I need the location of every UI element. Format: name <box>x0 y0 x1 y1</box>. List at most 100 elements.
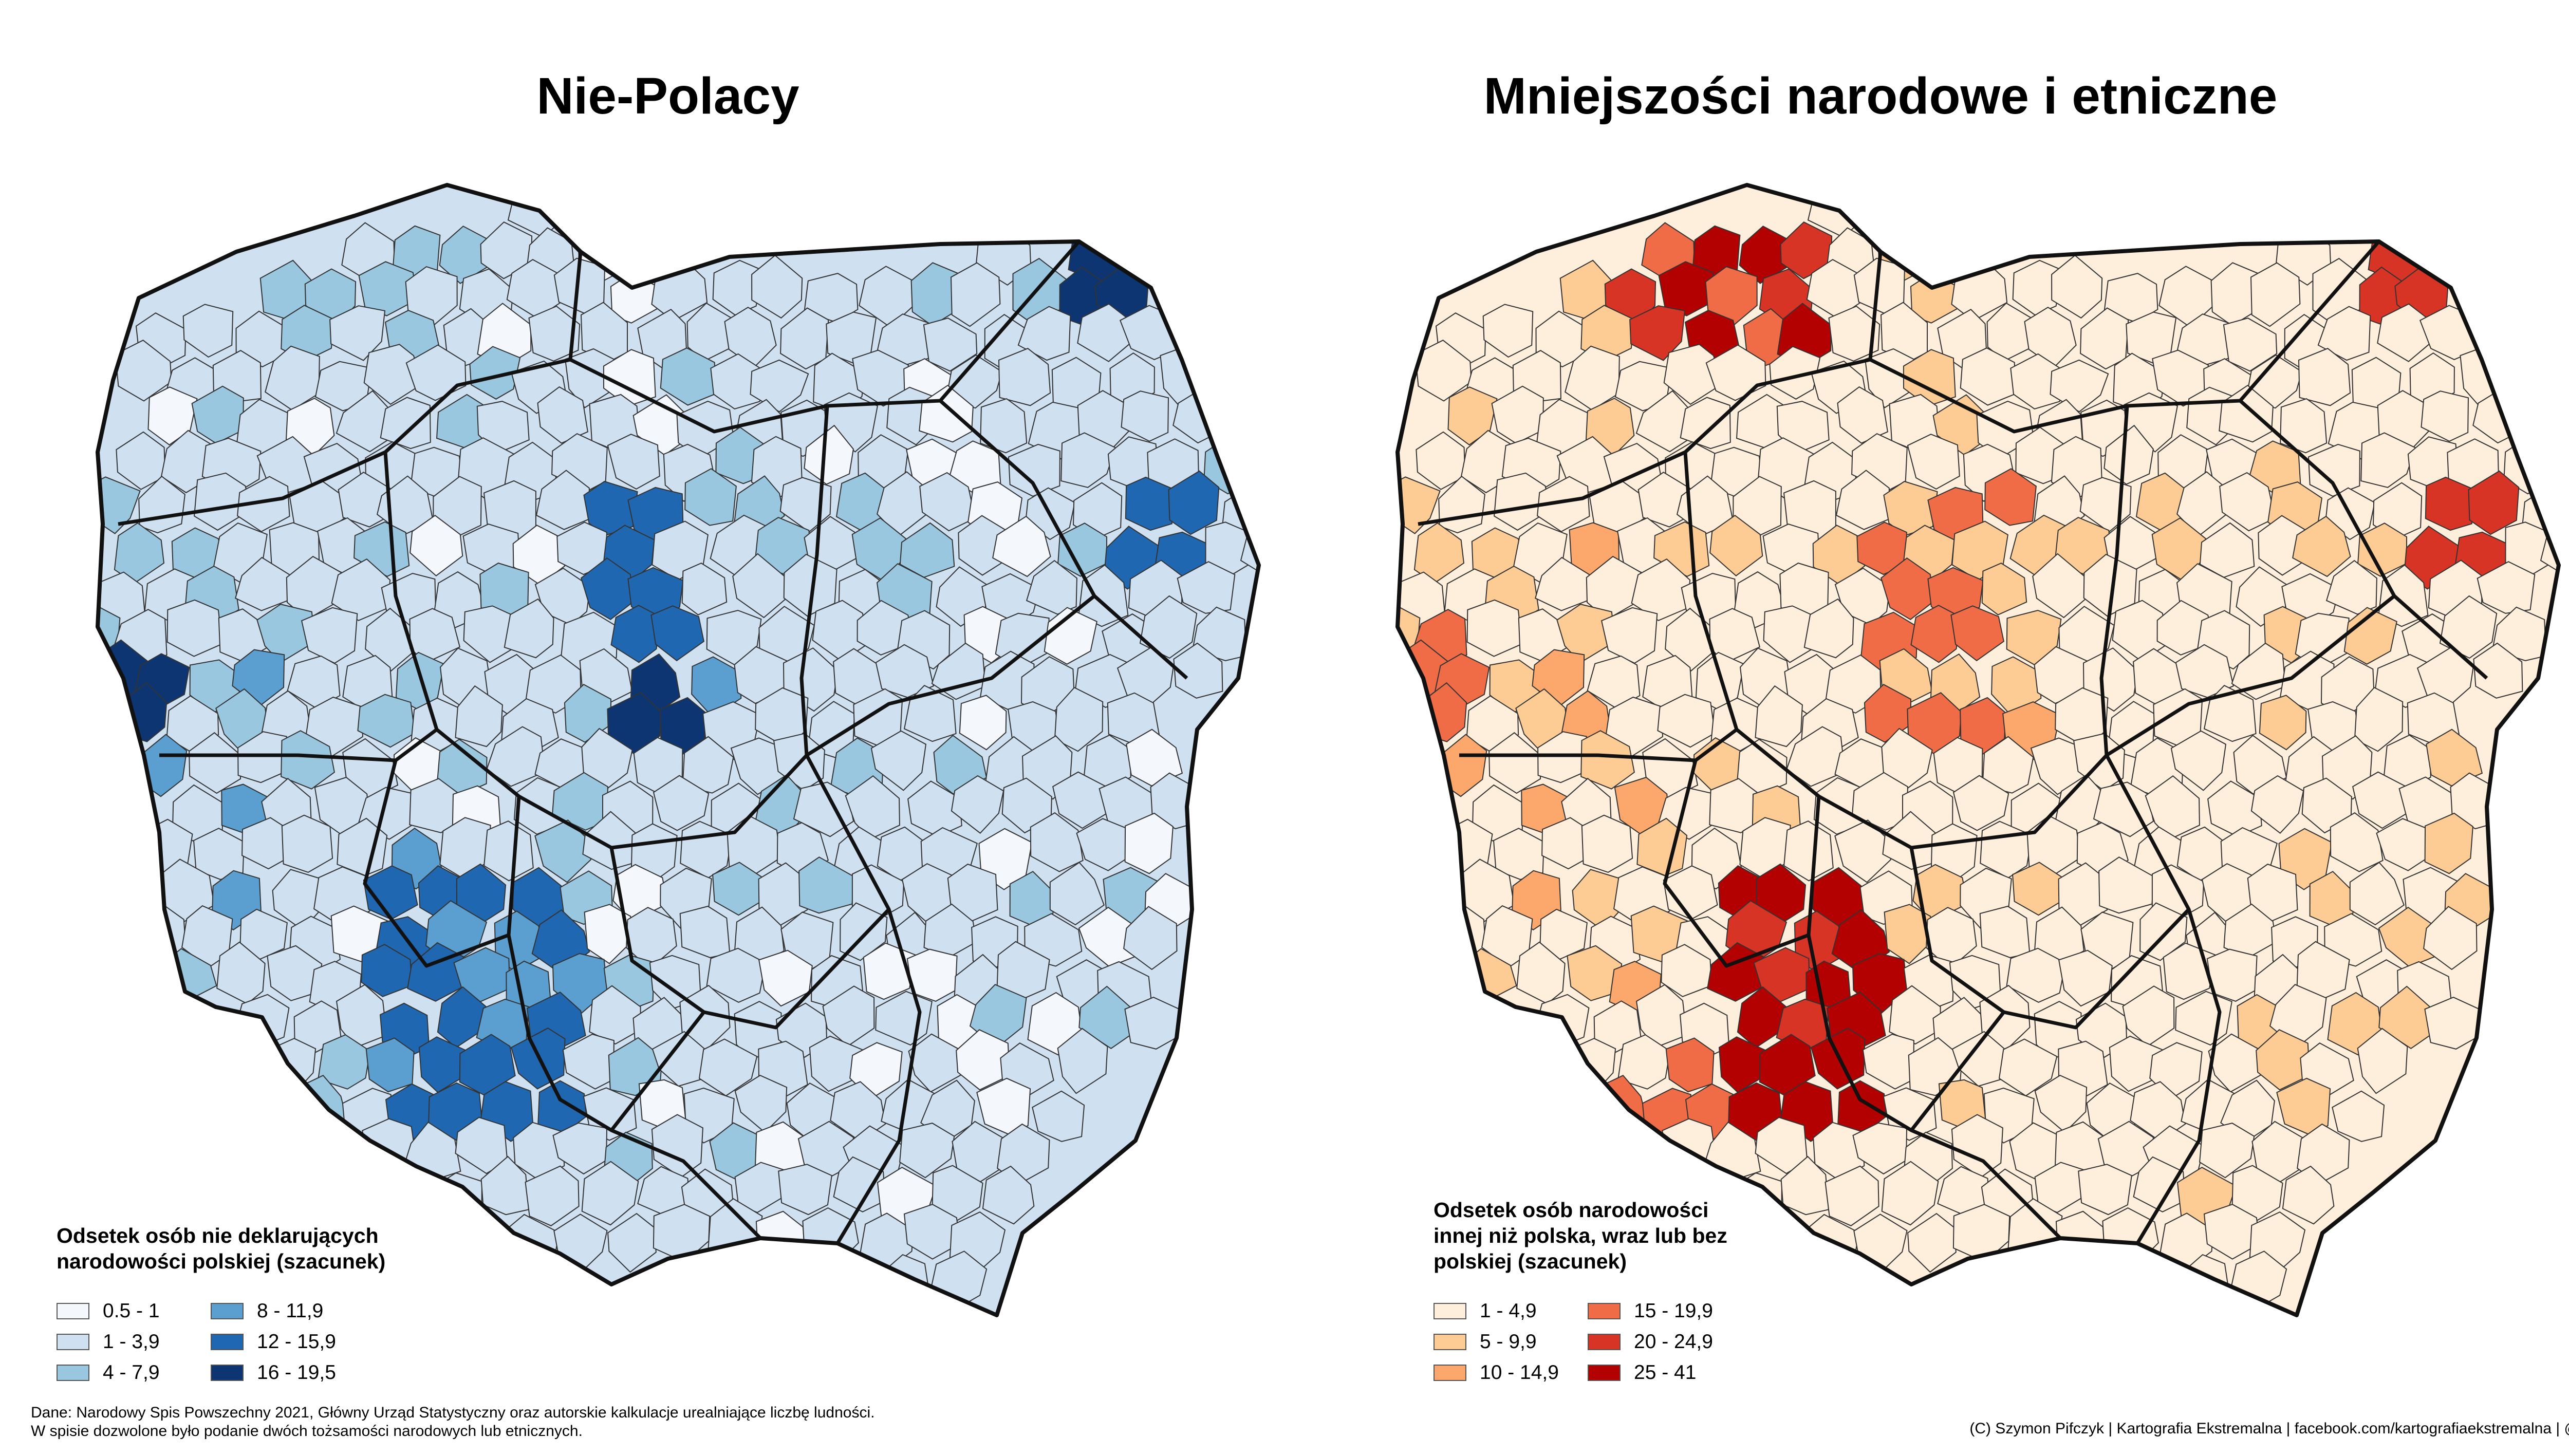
district-area <box>2050 359 2109 413</box>
district-area <box>556 521 607 575</box>
voivodeship-border <box>2105 754 2222 1244</box>
legend-item: 1 - 4,9 <box>1434 1300 1588 1322</box>
district-area <box>950 262 1001 327</box>
district-area <box>1030 812 1084 872</box>
district-area <box>1581 814 1633 873</box>
district-area <box>1755 1116 1808 1174</box>
legend-swatch <box>1588 1365 1621 1381</box>
district-area <box>357 694 416 748</box>
district-area <box>2330 812 2384 872</box>
district-area <box>535 470 591 530</box>
district-area <box>903 1204 961 1260</box>
district-area <box>1192 345 1244 408</box>
district-area <box>504 598 554 659</box>
legend-item: 25 - 41 <box>1588 1361 1742 1384</box>
district-area <box>409 514 463 576</box>
district-area <box>2349 862 2405 926</box>
district-area <box>580 557 635 621</box>
district-area <box>564 683 611 743</box>
district-area <box>1123 906 1178 970</box>
district-area <box>1494 472 1551 531</box>
legend-swatch <box>57 1303 89 1319</box>
district-area <box>1662 1118 1717 1179</box>
legend-label: 10 - 14,9 <box>1480 1361 1559 1384</box>
legend-item: 5 - 9,9 <box>1434 1331 1588 1353</box>
district-area <box>480 1155 529 1216</box>
district-area <box>1835 470 1891 530</box>
district-area <box>650 605 705 662</box>
legend-swatch <box>57 1365 89 1381</box>
district-area <box>365 1037 415 1093</box>
voivodeship-border <box>1869 358 2241 434</box>
district-area <box>1139 595 1198 659</box>
legend-title: Odsetek osób nie deklarujących narodowoś… <box>57 1224 386 1273</box>
voivodeship-border <box>2239 399 2488 680</box>
district-area <box>998 348 1051 406</box>
voivodeship-border <box>1911 594 2396 850</box>
district-area <box>682 736 734 794</box>
district-area <box>1537 476 1590 532</box>
legend-item: 12 - 15,9 <box>211 1331 365 1353</box>
district-area <box>2231 642 2286 700</box>
district-area <box>1001 777 1052 834</box>
district-area <box>2325 559 2377 615</box>
district-area <box>1769 346 1821 400</box>
voivodeship-border <box>610 1011 705 1132</box>
district-area <box>2424 812 2473 874</box>
district-area <box>607 434 660 490</box>
district-area <box>2256 1029 2311 1091</box>
voivodeship-border <box>805 754 922 1244</box>
district-area <box>330 905 388 962</box>
district-area <box>2468 470 2520 535</box>
voivodeship-border <box>363 760 510 968</box>
legend-label: 4 - 7,9 <box>103 1361 160 1384</box>
district-area <box>1121 390 1169 442</box>
legend-label: 8 - 11,9 <box>257 1300 324 1322</box>
district-area <box>2078 1164 2132 1216</box>
voivodeship-border <box>799 405 829 756</box>
district-area <box>980 398 1028 454</box>
district-area <box>2357 1028 2408 1094</box>
district-area <box>1032 1090 1085 1142</box>
country-border <box>1395 183 2561 1317</box>
district-area <box>1981 562 2027 615</box>
district-area <box>581 1161 639 1226</box>
district-area <box>852 349 909 407</box>
district-area <box>1054 686 1104 752</box>
district-area <box>959 695 1007 751</box>
district-area <box>1173 642 1223 699</box>
district-area <box>1705 344 1766 401</box>
district-area <box>653 775 710 831</box>
legend-item: 16 - 19,5 <box>211 1361 365 1384</box>
district-area <box>2282 1165 2335 1225</box>
district-area <box>931 642 986 700</box>
district-area <box>1026 559 1077 615</box>
voivodeship-border <box>939 240 1081 402</box>
legend-swatch <box>57 1334 89 1350</box>
voivodeship-border <box>1910 1011 2005 1132</box>
district-area <box>2491 345 2544 408</box>
district-area <box>2298 348 2351 406</box>
district-area <box>2133 1156 2186 1212</box>
district-area <box>2051 254 2103 319</box>
district-area <box>1755 685 1803 748</box>
district-area <box>528 305 581 362</box>
source-line: W spisie dozwolone było podanie dwóch to… <box>31 1423 583 1440</box>
district-area <box>679 905 731 958</box>
legend-swatch <box>1434 1365 1466 1381</box>
district-area <box>1952 775 2009 831</box>
district-area <box>486 726 546 787</box>
district-area <box>358 261 418 316</box>
choropleth-map-minorities <box>1395 183 2561 1317</box>
district-area <box>2259 695 2307 751</box>
district-area <box>1950 605 2005 662</box>
district-area <box>906 948 958 1002</box>
credit-line: (C) Szymon Pifczyk | Kartografia Ekstrem… <box>1969 1420 2569 1437</box>
district-area <box>1630 905 1688 962</box>
legend-item: 8 - 11,9 <box>211 1300 365 1322</box>
district-area <box>828 1261 887 1313</box>
voivodeship-border <box>611 594 1096 850</box>
legend-label: 1 - 3,9 <box>103 1331 160 1353</box>
district-area <box>584 904 634 964</box>
district-area <box>2307 443 2360 497</box>
